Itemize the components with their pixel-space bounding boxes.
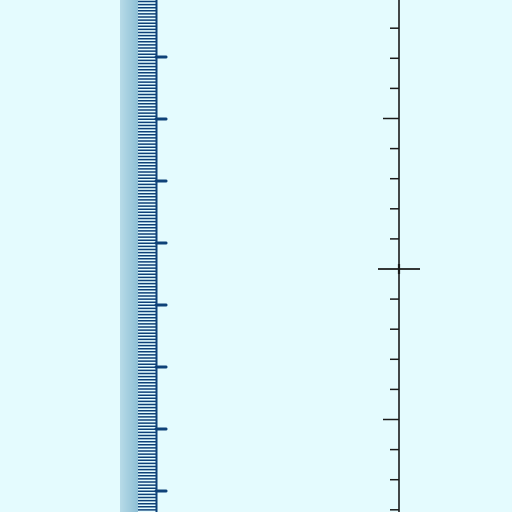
ruler-bar-background bbox=[120, 0, 138, 512]
vertical-scale-ruler-right[interactable] bbox=[374, 0, 424, 512]
vertical-scale-ruler-left[interactable] bbox=[120, 0, 168, 512]
ruler-graphic-right bbox=[378, 0, 420, 512]
ruler-graphic-left bbox=[120, 0, 168, 512]
